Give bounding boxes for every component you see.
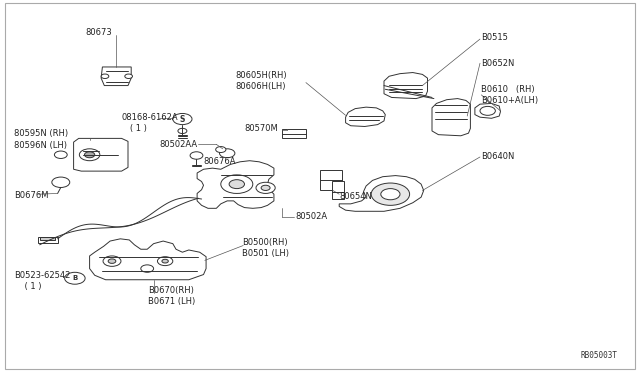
Circle shape bbox=[173, 113, 192, 125]
Circle shape bbox=[216, 147, 226, 153]
Bar bbox=[332, 181, 344, 199]
Text: 80570M: 80570M bbox=[244, 124, 278, 133]
Circle shape bbox=[256, 182, 275, 193]
Circle shape bbox=[84, 152, 95, 158]
Text: B0676M: B0676M bbox=[14, 191, 49, 200]
Text: 80605H(RH)
80606H(LH): 80605H(RH) 80606H(LH) bbox=[236, 71, 287, 91]
Text: S: S bbox=[180, 115, 185, 124]
Bar bbox=[282, 129, 306, 138]
Circle shape bbox=[65, 272, 85, 284]
Text: 80595N (RH)
80596N (LH): 80595N (RH) 80596N (LH) bbox=[14, 129, 68, 150]
Polygon shape bbox=[432, 99, 470, 136]
Bar bbox=[320, 170, 342, 190]
Circle shape bbox=[162, 259, 168, 263]
Circle shape bbox=[101, 74, 109, 78]
Text: B0500(RH)
B0501 (LH): B0500(RH) B0501 (LH) bbox=[242, 238, 289, 258]
Circle shape bbox=[229, 180, 244, 189]
Polygon shape bbox=[339, 176, 424, 211]
Polygon shape bbox=[346, 107, 385, 126]
Polygon shape bbox=[74, 138, 128, 171]
Text: B0652N: B0652N bbox=[481, 59, 515, 68]
Text: 08168-6162A
   ( 1 ): 08168-6162A ( 1 ) bbox=[122, 113, 178, 133]
Polygon shape bbox=[101, 67, 131, 86]
Text: B0523-62542
    ( 1 ): B0523-62542 ( 1 ) bbox=[14, 271, 70, 291]
Circle shape bbox=[125, 74, 132, 78]
Polygon shape bbox=[384, 73, 428, 99]
Circle shape bbox=[221, 175, 253, 193]
Circle shape bbox=[261, 185, 270, 190]
Text: B0640N: B0640N bbox=[481, 153, 515, 161]
Text: 80502AA: 80502AA bbox=[159, 140, 197, 149]
Circle shape bbox=[108, 259, 116, 263]
Bar bbox=[38, 237, 58, 243]
Text: 80673: 80673 bbox=[86, 28, 113, 37]
Text: 80502A: 80502A bbox=[296, 212, 328, 221]
Bar bbox=[40, 237, 55, 240]
Polygon shape bbox=[197, 161, 274, 208]
Polygon shape bbox=[475, 103, 500, 118]
Text: 80676A: 80676A bbox=[204, 157, 236, 166]
Circle shape bbox=[178, 128, 187, 134]
Text: B: B bbox=[72, 275, 77, 281]
Circle shape bbox=[157, 257, 173, 266]
Text: B0670(RH)
B0671 (LH): B0670(RH) B0671 (LH) bbox=[148, 286, 196, 306]
Text: B0610   (RH)
B0610+A(LH): B0610 (RH) B0610+A(LH) bbox=[481, 85, 538, 105]
Circle shape bbox=[381, 189, 400, 200]
Circle shape bbox=[480, 106, 495, 115]
Circle shape bbox=[371, 183, 410, 205]
Text: 80654N: 80654N bbox=[339, 192, 372, 201]
Text: B0515: B0515 bbox=[481, 33, 508, 42]
Circle shape bbox=[190, 152, 203, 159]
Text: RB05003T: RB05003T bbox=[580, 351, 618, 360]
Circle shape bbox=[54, 151, 67, 158]
Polygon shape bbox=[90, 239, 206, 280]
Circle shape bbox=[103, 256, 121, 266]
Circle shape bbox=[52, 177, 70, 187]
Circle shape bbox=[220, 149, 235, 158]
Circle shape bbox=[141, 265, 154, 272]
Circle shape bbox=[79, 149, 100, 161]
